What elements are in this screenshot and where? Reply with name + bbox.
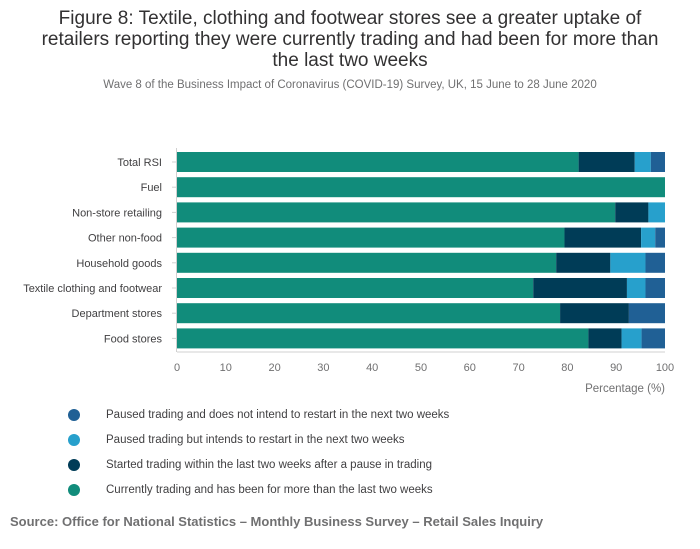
- legend-label: Paused trading but intends to restart in…: [106, 434, 405, 446]
- legend-label: Currently trading and has been for more …: [106, 484, 433, 496]
- x-tick-label: 50: [415, 362, 427, 374]
- chart-title: Figure 8: Textile, clothing and footwear…: [0, 8, 700, 71]
- legend-swatch: [68, 484, 80, 496]
- y-tick-label: Textile clothing and footwear: [23, 283, 162, 295]
- x-tick-label: 60: [464, 362, 476, 374]
- chart-title-line-2: retailers reporting they were currently …: [41, 29, 659, 50]
- legend-label: Paused trading and does not intend to re…: [106, 409, 450, 421]
- bar-segment: [177, 303, 561, 324]
- y-tick-label: Household goods: [76, 258, 162, 270]
- x-tick-label: 30: [317, 362, 329, 374]
- bar-segment: [634, 152, 651, 172]
- legend-swatch: [68, 434, 80, 446]
- bar-segment: [626, 278, 646, 298]
- bar-segment: [615, 202, 649, 223]
- bar-segment: [177, 328, 589, 349]
- legend-swatch: [68, 459, 80, 471]
- chart-subtitle: Wave 8 of the Business Impact of Coronav…: [103, 79, 597, 91]
- source-note: Source: Office for National Statistics –…: [10, 514, 544, 529]
- bar-segment: [650, 152, 665, 172]
- bar-segment: [177, 278, 534, 298]
- y-tick-label: Other non-food: [88, 233, 162, 245]
- bar-segment: [177, 227, 565, 248]
- bar-segment: [628, 303, 665, 324]
- x-axis-title: Percentage (%): [585, 383, 665, 395]
- y-tick-label: Food stores: [104, 333, 163, 345]
- bar-segment: [648, 202, 665, 223]
- bar-segment: [177, 177, 665, 198]
- x-tick-label: 10: [220, 362, 232, 374]
- y-tick-label: Fuel: [141, 182, 162, 194]
- bar-segment: [564, 227, 642, 248]
- bar-segment: [610, 252, 646, 273]
- y-tick-label: Non-store retailing: [72, 207, 162, 219]
- bar-segment: [556, 252, 611, 273]
- x-tick-label: 20: [268, 362, 280, 374]
- y-tick-label: Total RSI: [117, 157, 162, 169]
- bar-segment: [177, 202, 616, 223]
- bar-segment: [177, 152, 579, 172]
- bar-segment: [588, 328, 622, 349]
- x-tick-label: 100: [656, 362, 674, 374]
- bar-segment: [560, 303, 629, 324]
- y-tick-label: Department stores: [72, 308, 163, 320]
- legend-swatch: [68, 409, 80, 421]
- chart-title-line-1: Figure 8: Textile, clothing and footwear…: [58, 8, 642, 29]
- x-tick-label: 70: [512, 362, 524, 374]
- bar-segment: [645, 278, 665, 298]
- bar-segment: [621, 328, 642, 349]
- x-tick-label: 0: [174, 362, 180, 374]
- x-tick-label: 80: [561, 362, 573, 374]
- bar-segment: [578, 152, 635, 172]
- x-tick-label: 40: [366, 362, 378, 374]
- legend-label: Started trading within the last two week…: [106, 459, 433, 471]
- bar-segment: [655, 227, 665, 248]
- bar-segment: [177, 252, 557, 273]
- bar-segment: [641, 227, 656, 248]
- chart-title-line-3: the last two weeks: [272, 50, 428, 71]
- bar-segment: [533, 278, 627, 298]
- bar-segment: [641, 328, 665, 349]
- bar-segment: [645, 252, 665, 273]
- x-tick-label: 90: [610, 362, 622, 374]
